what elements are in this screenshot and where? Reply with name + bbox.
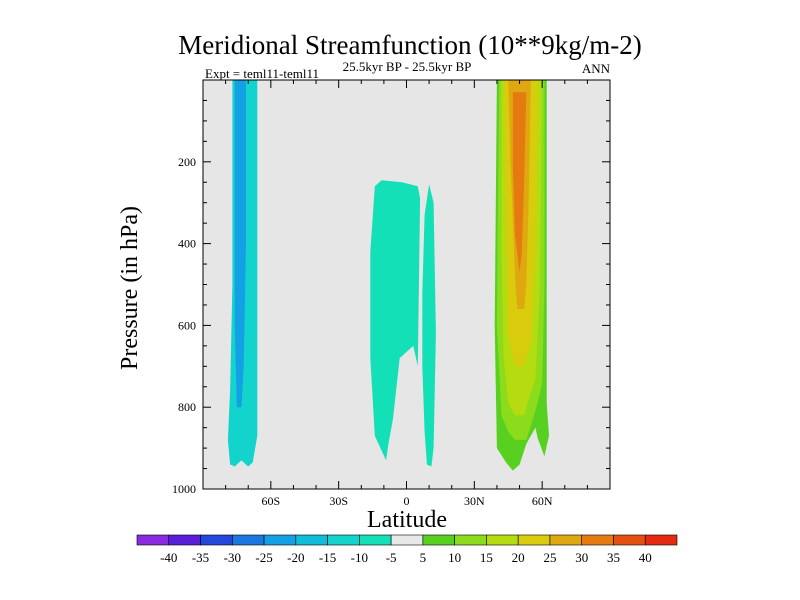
colorbar-swatch bbox=[486, 534, 519, 546]
colorbar-label: -10 bbox=[351, 550, 368, 565]
colorbar-swatch bbox=[517, 534, 551, 546]
colorbar-label: -5 bbox=[386, 550, 397, 565]
colorbar-label: -15 bbox=[319, 550, 336, 565]
colorbar-swatch bbox=[422, 534, 455, 546]
colorbar-label: 35 bbox=[607, 550, 620, 565]
x-tick-label: 30N bbox=[464, 494, 485, 508]
season-label: ANN bbox=[582, 61, 611, 76]
colorbar-label: -35 bbox=[192, 550, 209, 565]
y-tick-label: 800 bbox=[178, 400, 196, 414]
colorbar-label: 10 bbox=[448, 550, 461, 565]
contour-tropical-cell-south bbox=[370, 180, 421, 461]
colorbar-swatch bbox=[200, 534, 233, 546]
experiment-label: Expt = teml11-teml11 bbox=[205, 66, 319, 81]
colorbar-label: 40 bbox=[639, 550, 652, 565]
colorbar-label: -20 bbox=[287, 550, 304, 565]
colorbar-label: -30 bbox=[224, 550, 241, 565]
contour-tropical-cell-north bbox=[422, 184, 436, 467]
colorbar-swatch bbox=[295, 534, 328, 546]
y-axis-title: Pressure (in hPa) bbox=[117, 206, 143, 370]
x-tick-label: 30S bbox=[329, 494, 348, 508]
x-tick-label: 60S bbox=[261, 494, 280, 508]
y-tick-label: 400 bbox=[178, 237, 196, 251]
x-tick-label: 0 bbox=[404, 494, 410, 508]
colorbar-label: -40 bbox=[160, 550, 177, 565]
colorbar-swatch bbox=[359, 534, 392, 546]
colorbar-label: -25 bbox=[255, 550, 272, 565]
y-tick-label: 200 bbox=[178, 155, 196, 169]
colorbar-swatch bbox=[263, 534, 297, 546]
colorbar-label: 20 bbox=[512, 550, 525, 565]
colorbar-swatch bbox=[644, 534, 678, 546]
y-tick-label: 1000 bbox=[172, 482, 196, 496]
x-axis-title: Latitude bbox=[367, 507, 447, 533]
colorbar-swatch bbox=[390, 534, 424, 546]
contour-regions bbox=[227, 80, 549, 471]
y-tick-label: 600 bbox=[178, 318, 196, 332]
colorbar-swatch bbox=[231, 534, 265, 546]
contour-northern-hemisphere-cell-max bbox=[512, 92, 527, 273]
colorbar-swatch bbox=[454, 534, 487, 546]
colorbar: -40 -35 -30 -25 -20 -15 -10 -5 5 10 15 20 25 30 35 40 bbox=[136, 534, 678, 565]
colorbar-swatch bbox=[581, 534, 614, 546]
x-tick-label: 60N bbox=[532, 494, 553, 508]
colorbar-swatch bbox=[327, 534, 360, 546]
time-period-label: 25.5kyr BP - 25.5kyr BP bbox=[343, 59, 472, 74]
colorbar-swatch bbox=[549, 534, 583, 546]
colorbar-swatch bbox=[168, 534, 201, 546]
colorbar-label: 30 bbox=[575, 550, 588, 565]
colorbar-label: 25 bbox=[543, 550, 556, 565]
contour-southern-hemisphere-cell-core bbox=[234, 80, 246, 408]
x-axis: 60S 30S 0 30N 60N bbox=[202, 80, 611, 508]
colorbar-swatch bbox=[136, 534, 170, 546]
colorbar-label: 5 bbox=[420, 550, 427, 565]
colorbar-swatch bbox=[613, 534, 646, 546]
colorbar-label: 15 bbox=[480, 550, 493, 565]
chart-title: Meridional Streamfunction (10**9kg/m-2) bbox=[178, 30, 641, 60]
y-axis: 200 400 600 800 1000 bbox=[172, 79, 610, 496]
